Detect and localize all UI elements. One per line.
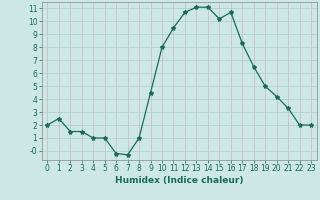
X-axis label: Humidex (Indice chaleur): Humidex (Indice chaleur) (115, 176, 244, 185)
